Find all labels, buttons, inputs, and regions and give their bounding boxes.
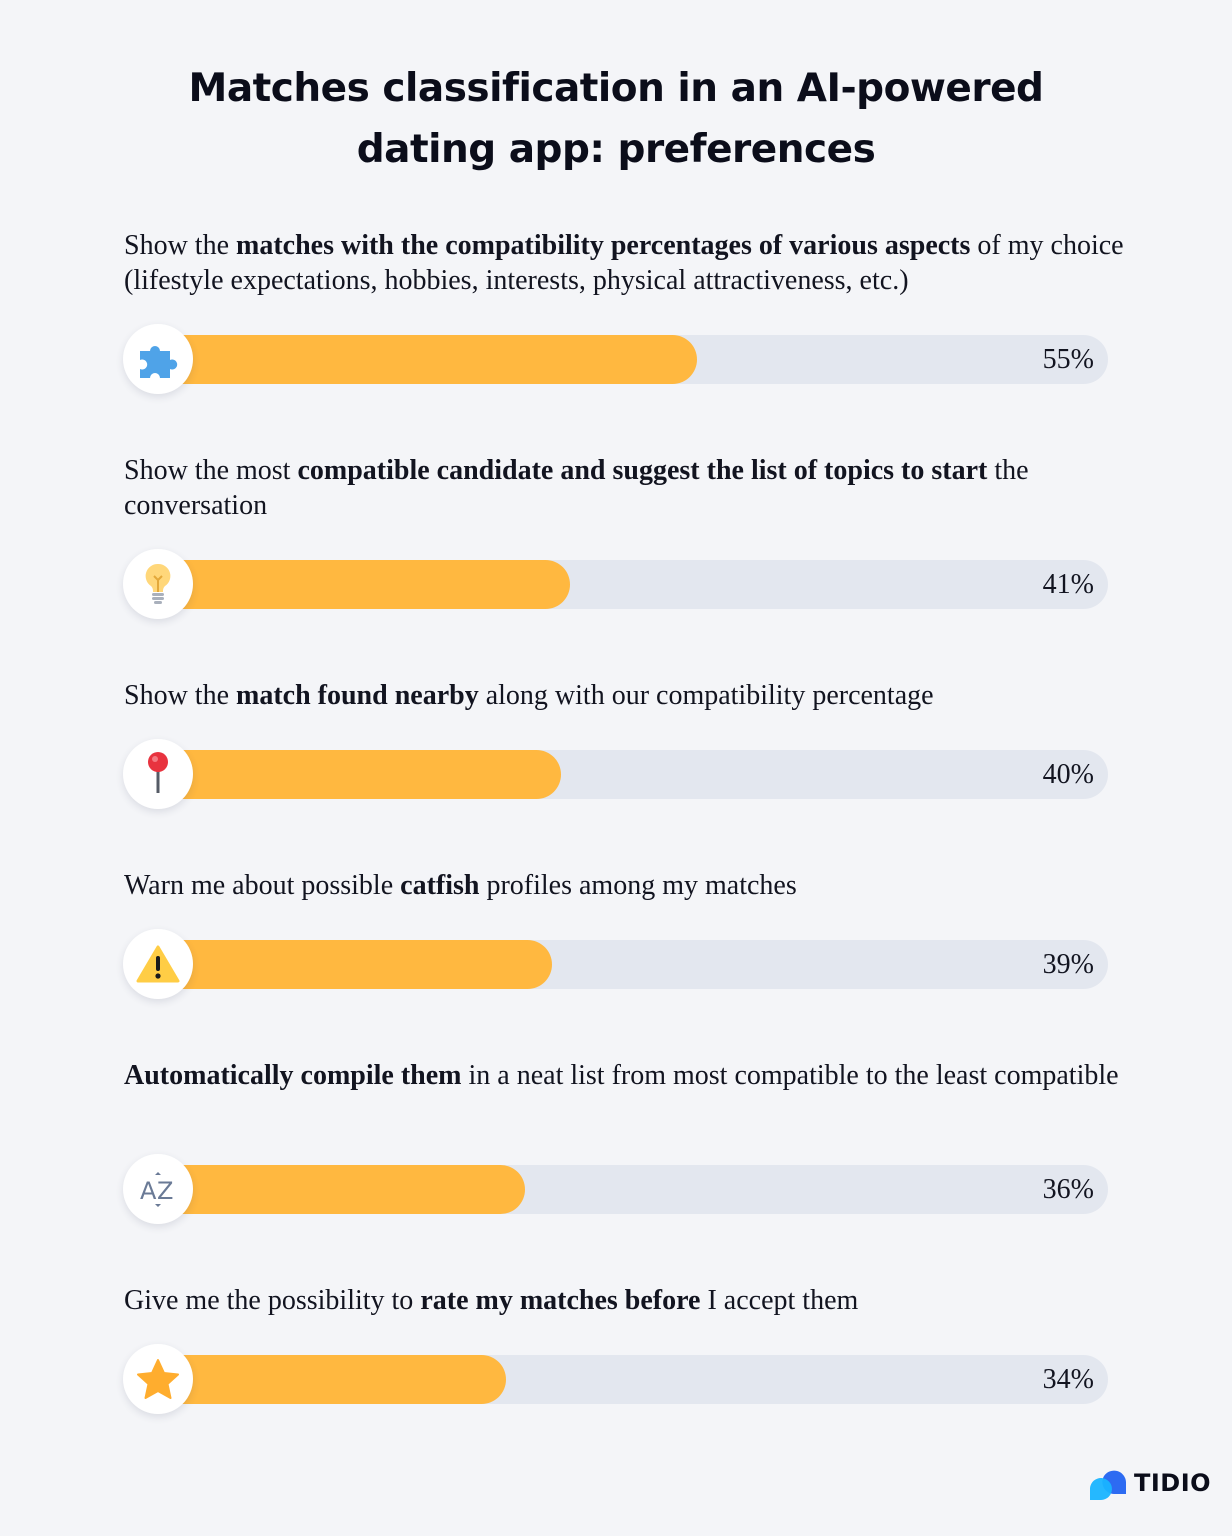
bar-label-text: the conversation (124, 455, 1029, 521)
bar-label: Automatically compile them in a neat lis… (124, 1058, 1144, 1093)
bar-value-label: 40% (1042, 759, 1094, 790)
lightbulb-icon (123, 549, 193, 619)
bar-value-label: 55% (1042, 344, 1094, 375)
chart-title: Matches classification in an AI-powered … (0, 58, 1232, 180)
bar-track: 40% (124, 750, 1108, 799)
bar-fill (124, 940, 552, 989)
warning-icon (123, 929, 193, 999)
bar-label-text: Show the (124, 230, 236, 261)
bar-track: 36% (124, 1165, 1108, 1214)
bar-label-bold-text: matches with the compatibility percentag… (236, 230, 971, 261)
bar-label-text: Warn me about possible (124, 870, 401, 901)
puzzle-icon (123, 324, 193, 394)
svg-text:A: A (140, 1177, 157, 1205)
bar-label-bold-text: rate my matches before (420, 1285, 701, 1316)
bar-label: Show the matches with the compatibility … (124, 228, 1144, 298)
chart-title-line-2: dating app: preferences (356, 127, 876, 172)
bar-fill (124, 335, 697, 384)
bar-label-bold-text: match found nearby (236, 680, 479, 711)
bar-label-bold-text: compatible candidate and suggest the lis… (297, 455, 988, 486)
bar-value-label: 36% (1042, 1174, 1094, 1205)
bar-value-label: 39% (1042, 949, 1094, 980)
tidio-logo-text: TIDIO (1134, 1469, 1212, 1497)
bar-track: 55% (124, 335, 1108, 384)
chart-title-line-1: Matches classification in an AI-powered (188, 66, 1044, 111)
bar-label-text: in a neat list from most compatible to t… (461, 1060, 1119, 1091)
bar-label-text: I accept them (700, 1285, 859, 1316)
star-icon (123, 1344, 193, 1414)
bar-label: Show the most compatible candidate and s… (124, 453, 1144, 523)
bar-label-text: of my choice (lifestyle expectations, ho… (124, 230, 1124, 296)
bar-fill (124, 560, 570, 609)
bar-label: Warn me about possible catfish profiles … (124, 868, 1144, 903)
bar-label: Show the match found nearby along with o… (124, 678, 1144, 713)
pin-icon (123, 739, 193, 809)
bar-label-bold-text: Automatically compile them (124, 1060, 462, 1091)
svg-text:Z: Z (157, 1177, 173, 1205)
bar-value-label: 34% (1042, 1364, 1094, 1395)
bar-track: 41% (124, 560, 1108, 609)
bar-label: Give me the possibility to rate my match… (124, 1283, 1144, 1318)
bar-label-text: profiles among my matches (479, 870, 797, 901)
bar-label-text: Give me the possibility to (124, 1285, 421, 1316)
tidio-logo-icon (1090, 1470, 1126, 1500)
tidio-logo: TIDIO (1090, 1466, 1211, 1500)
bar-value-label: 41% (1042, 569, 1094, 600)
bar-track: 39% (124, 940, 1108, 989)
bar-label-text: Show the most (124, 455, 298, 486)
bar-label-text: Show the (124, 680, 236, 711)
bar-fill (124, 750, 561, 799)
bar-label-bold-text: catfish (400, 870, 480, 901)
bar-label-text: along with our compatibility percentage (478, 680, 934, 711)
bar-track: 34% (124, 1355, 1108, 1404)
